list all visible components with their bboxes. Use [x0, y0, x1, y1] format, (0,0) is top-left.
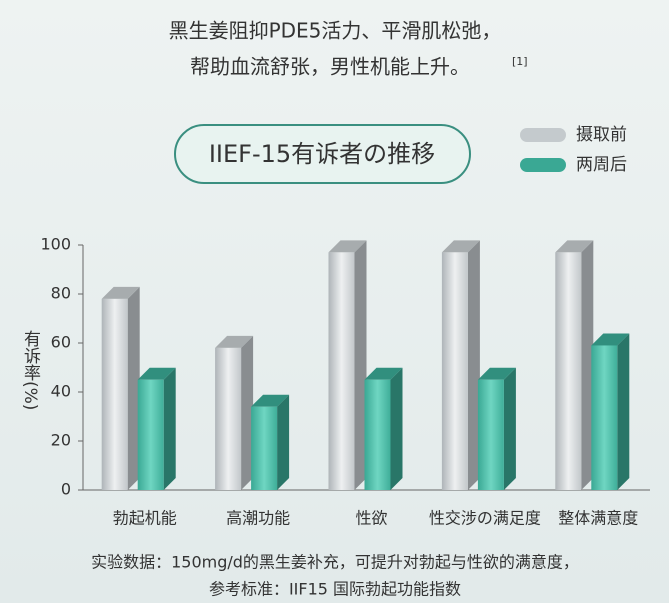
footer-line: 实验数据：150mg/d的黑生姜补充，可提升对勃起与性欲的满意度，	[91, 553, 579, 572]
bar	[101, 298, 128, 490]
bar	[137, 379, 164, 490]
bar-side	[127, 286, 140, 490]
bar-top	[441, 240, 480, 253]
x-tick-label: 性交涉の满足度	[429, 509, 541, 528]
bar-top	[137, 367, 176, 380]
header-line: 帮助血流舒张，男性机能上升。	[190, 55, 470, 79]
bar	[328, 252, 355, 490]
bar-side	[390, 367, 403, 490]
bar-top	[555, 240, 594, 253]
bar	[555, 252, 582, 490]
y-tick-label: 100	[40, 235, 71, 254]
bar-top	[328, 240, 367, 253]
y-tick-label: 0	[61, 480, 71, 499]
bar-side	[277, 394, 290, 490]
bar-top	[591, 333, 630, 346]
bar-top	[364, 367, 403, 380]
y-tick-label: 60	[51, 333, 71, 352]
legend-label: 摄取前	[576, 125, 627, 145]
bar-side	[581, 240, 594, 490]
header-line: 黑生姜阻抑PDE5活力、平滑肌松弛，	[169, 19, 502, 43]
bar	[251, 406, 278, 490]
y-tick-label: 40	[51, 382, 71, 401]
bar-side	[467, 240, 480, 490]
bar-side	[617, 333, 630, 490]
y-tick-label: 80	[51, 284, 71, 303]
x-tick-label: 勃起机能	[113, 509, 177, 528]
y-tick-label: 20	[51, 431, 71, 450]
legend-label: 两周后	[576, 155, 627, 175]
bar-top	[101, 286, 140, 299]
bar	[364, 379, 391, 490]
bar	[477, 379, 504, 490]
bar-side	[354, 240, 367, 490]
bar-top	[215, 335, 254, 348]
legend-swatch	[520, 158, 566, 172]
bar	[591, 345, 618, 490]
x-tick-label: 性欲	[355, 509, 387, 528]
reference: [1]	[512, 55, 528, 68]
footer-line: 参考标准：IIF15 国际勃起功能指数	[209, 580, 461, 599]
x-tick-label: 高潮功能	[226, 509, 290, 528]
x-tick-label: 整体满意度	[558, 509, 638, 528]
bar-top	[477, 367, 516, 380]
bar	[215, 347, 242, 490]
chart-title: IIEF-15有诉者の推移	[209, 140, 435, 168]
title-box	[174, 124, 471, 184]
bar-side	[503, 367, 516, 490]
bar-side	[163, 367, 176, 490]
bar-top	[251, 394, 290, 407]
bar-side	[241, 335, 254, 490]
y-axis-label: 有诉率(%)	[20, 330, 41, 410]
legend-swatch	[520, 128, 566, 142]
bar	[441, 252, 468, 490]
